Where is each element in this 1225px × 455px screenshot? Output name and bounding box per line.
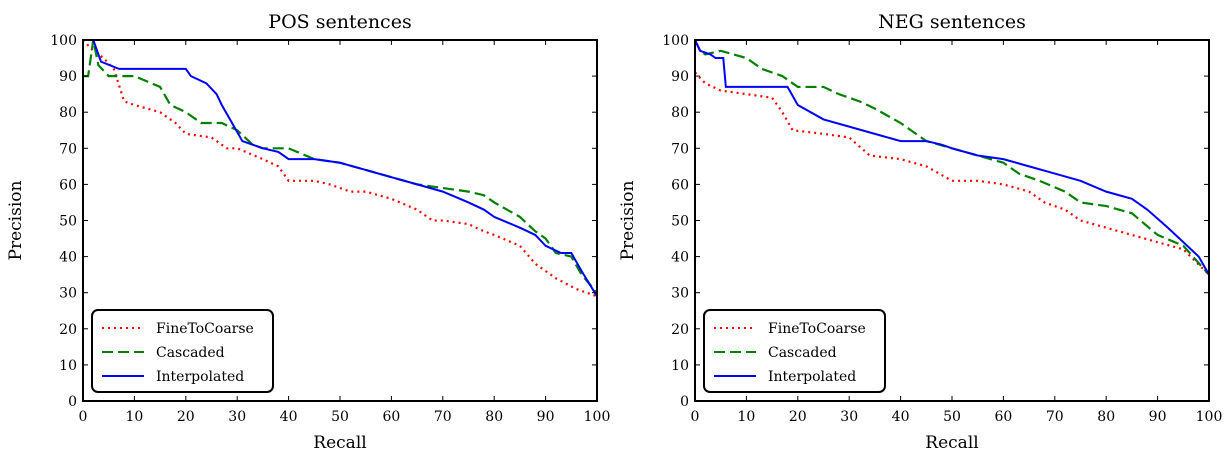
y-tick-label: 10 xyxy=(671,358,689,374)
series-line-cascaded xyxy=(83,40,597,294)
y-tick-label: 100 xyxy=(662,33,689,49)
x-tick-label: 10 xyxy=(125,409,143,425)
y-tick-label: 10 xyxy=(59,358,77,374)
legend-label-finetocoarse: FineToCoarse xyxy=(768,321,866,337)
x-tick-label: 60 xyxy=(382,409,400,425)
x-tick-label: 20 xyxy=(789,409,807,425)
x-tick-label: 80 xyxy=(485,409,503,425)
x-tick-label: 40 xyxy=(280,409,298,425)
x-tick-label: 100 xyxy=(584,409,611,425)
y-axis-label: Precision xyxy=(6,180,26,260)
y-tick-label: 30 xyxy=(59,286,77,302)
y-tick-label: 90 xyxy=(59,69,77,85)
x-tick-label: 20 xyxy=(177,409,195,425)
x-axis-label: Recall xyxy=(313,433,366,453)
y-tick-label: 70 xyxy=(59,141,77,157)
x-tick-label: 90 xyxy=(537,409,555,425)
series-line-finetocoarse xyxy=(695,71,1209,276)
series-line-interpolated xyxy=(695,40,1209,276)
x-tick-label: 0 xyxy=(691,409,700,425)
chart-panel-1: 0 10 20 30 40 50 60 70 80 90 100 0 10 20 30 40 50 60 70 80 9… xyxy=(6,11,610,453)
y-tick-label: 60 xyxy=(59,177,77,193)
x-tick-label: 30 xyxy=(228,409,246,425)
y-tick-label: 80 xyxy=(59,105,77,121)
chart-panel-2: 0 10 20 30 40 50 60 70 80 90 100 0 10 20 30 40 50 60 70 80 9… xyxy=(618,11,1222,453)
legend-label-cascaded: Cascaded xyxy=(768,345,837,361)
legend: FineToCoarse Cascaded Interpolated xyxy=(703,309,886,393)
x-tick-label: 10 xyxy=(737,409,755,425)
legend-label-cascaded: Cascaded xyxy=(156,345,225,361)
x-tick-label: 90 xyxy=(1149,409,1167,425)
x-tick-label: 80 xyxy=(1097,409,1115,425)
legend-box xyxy=(91,309,274,393)
x-tick-label: 50 xyxy=(331,409,349,425)
y-tick-label: 50 xyxy=(671,214,689,230)
x-tick-label: 50 xyxy=(943,409,961,425)
chart-title: NEG sentences xyxy=(878,11,1026,33)
y-axis-label: Precision xyxy=(618,180,638,260)
x-tick-label: 70 xyxy=(434,409,452,425)
y-tick-label: 100 xyxy=(50,33,77,49)
x-tick-label: 40 xyxy=(892,409,910,425)
series-line-cascaded xyxy=(695,40,1209,276)
chart-title: POS sentences xyxy=(268,11,411,33)
x-tick-label: 100 xyxy=(1196,409,1223,425)
y-tick-label: 60 xyxy=(671,177,689,193)
x-tick-label: 60 xyxy=(994,409,1012,425)
x-axis-label: Recall xyxy=(925,433,978,453)
y-tick-label: 30 xyxy=(671,286,689,302)
y-tick-label: 70 xyxy=(671,141,689,157)
y-tick-label: 20 xyxy=(671,322,689,338)
legend-box xyxy=(703,309,886,393)
series-line-interpolated xyxy=(83,40,597,297)
legend-label-finetocoarse: FineToCoarse xyxy=(156,321,254,337)
y-tick-label: 50 xyxy=(59,214,77,230)
y-tick-label: 0 xyxy=(68,394,77,410)
series-line-finetocoarse xyxy=(83,40,597,298)
legend-label-interpolated: Interpolated xyxy=(768,369,856,385)
y-tick-label: 0 xyxy=(680,394,689,410)
x-tick-label: 0 xyxy=(79,409,88,425)
y-tick-label: 40 xyxy=(59,250,77,266)
x-tick-label: 30 xyxy=(840,409,858,425)
legend: FineToCoarse Cascaded Interpolated xyxy=(91,309,274,393)
x-tick-label: 70 xyxy=(1046,409,1064,425)
y-tick-label: 40 xyxy=(671,250,689,266)
y-tick-label: 80 xyxy=(671,105,689,121)
y-tick-label: 90 xyxy=(671,69,689,85)
legend-label-interpolated: Interpolated xyxy=(156,369,244,385)
y-tick-label: 20 xyxy=(59,322,77,338)
